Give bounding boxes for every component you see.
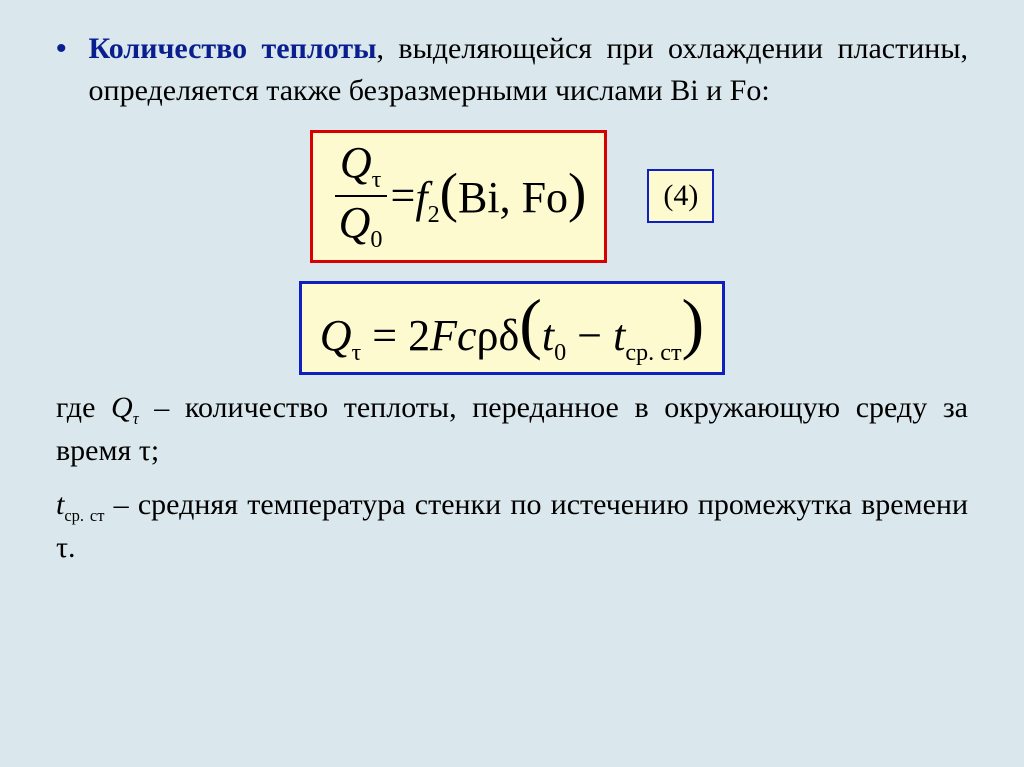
fraction-bar-icon bbox=[335, 195, 387, 197]
p2-sym-sub: ср. ст bbox=[64, 506, 104, 525]
eq1-fn-sub: 2 bbox=[428, 201, 440, 228]
rparen-icon: ) bbox=[568, 162, 586, 223]
rparen-big-icon: ) bbox=[682, 285, 705, 361]
definition-1: где Qτ – количество теплоты, переданное … bbox=[56, 387, 968, 472]
eq2-t1-sub: 0 bbox=[554, 339, 566, 366]
definition-2: tср. ст – средняя температура стенки по … bbox=[56, 484, 968, 569]
eq2-rho: ρ bbox=[477, 311, 499, 360]
eq1-frac-num-sub: τ bbox=[372, 166, 382, 193]
eq1-frac-den-sub: 0 bbox=[370, 226, 382, 253]
eq2-lhs-sub: τ bbox=[352, 339, 362, 366]
p1-dash: – bbox=[139, 391, 185, 424]
eq2-delta: δ bbox=[498, 311, 519, 360]
eq2-minus: − bbox=[566, 311, 613, 360]
eq2-t2: t bbox=[613, 311, 625, 360]
eq1-equals: = bbox=[391, 172, 416, 220]
eq2-c: c bbox=[457, 311, 477, 360]
eq2-t1: t bbox=[542, 311, 554, 360]
equation-1: Qτ Q0 = f2(Bi, Fo) bbox=[310, 130, 608, 263]
intro-keyword: Количество теплоты bbox=[89, 32, 377, 65]
intro-text: Количество теплоты, выделяющейся при охл… bbox=[89, 28, 968, 112]
bullet-intro: • Количество теплоты, выделяющейся при о… bbox=[56, 28, 968, 112]
eq1-frac-num: Q bbox=[340, 138, 372, 187]
eq1-fraction: Qτ Q0 bbox=[331, 139, 391, 254]
eq2-coef: 2 bbox=[408, 311, 430, 360]
p1-sym: Q bbox=[111, 391, 133, 424]
equation-2: Qτ = 2Fcρδ(t0 − tср. ст) bbox=[299, 281, 726, 375]
equation-row-1: Qτ Q0 = f2(Bi, Fo) (4) bbox=[56, 130, 968, 263]
p1-text: количество теплоты, переданное в окружаю… bbox=[56, 391, 968, 467]
bullet-marker-icon: • bbox=[56, 28, 89, 112]
eq2-lhs: Q bbox=[320, 311, 352, 360]
p2-text: средняя температура стенки по истечению … bbox=[56, 488, 968, 564]
eq2-equals: = bbox=[372, 311, 408, 360]
eq1-arg: Bi, Fo bbox=[458, 173, 568, 222]
p1-lead: где bbox=[56, 391, 111, 424]
eq1-frac-den: Q bbox=[339, 198, 371, 247]
lparen-big-icon: ( bbox=[519, 285, 542, 361]
equation-number: (4) bbox=[647, 169, 714, 223]
eq2-t2-sub: ср. ст bbox=[625, 339, 681, 366]
p2-dash: – bbox=[104, 488, 137, 521]
lparen-icon: ( bbox=[440, 162, 458, 223]
eq1-fn: f bbox=[415, 173, 427, 222]
slide: • Количество теплоты, выделяющейся при о… bbox=[0, 0, 1024, 767]
equation-row-2: Qτ = 2Fcρδ(t0 − tср. ст) bbox=[56, 281, 968, 375]
eq2-F: F bbox=[430, 311, 457, 360]
